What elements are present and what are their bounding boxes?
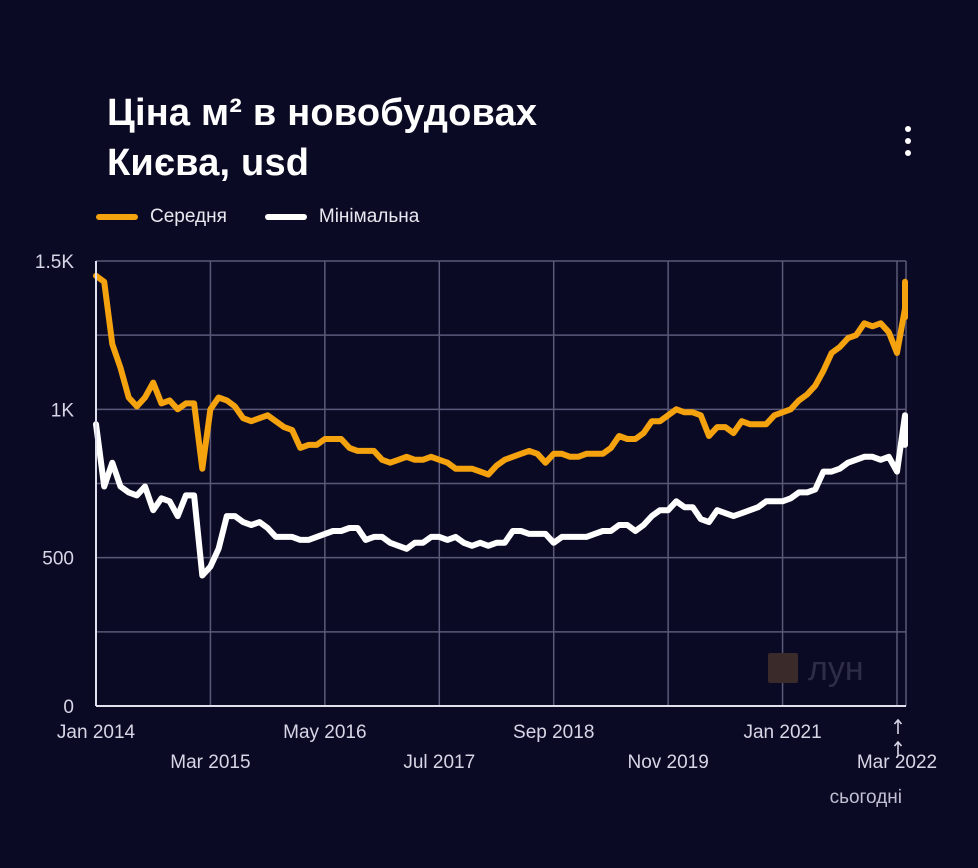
x-tick-label: Jan 2014 xyxy=(57,722,136,743)
chart-title-line-1: Ціна м² в новобудовах xyxy=(107,92,538,134)
x-tick-label: Mar 2022 xyxy=(857,752,937,773)
y-tick-label: 1K xyxy=(51,400,75,421)
legend-item-minimum[interactable]: Мінімальна xyxy=(264,206,420,228)
watermark-text: лун xyxy=(808,650,864,688)
today-marker-arrowhead xyxy=(893,740,903,747)
watermark-logo-icon xyxy=(768,653,798,683)
today-label: сьогодні xyxy=(830,787,902,808)
legend-swatch-minimum xyxy=(264,214,307,220)
more-vertical-icon[interactable] xyxy=(896,126,920,156)
legend-label-minimum: Мінімальна xyxy=(318,206,420,227)
x-tick-label: May 2016 xyxy=(283,722,366,743)
chart-title-line-2: Києва, usd xyxy=(107,142,310,184)
legend-item-average[interactable]: Середня xyxy=(96,206,227,228)
legend-label-average: Середня xyxy=(150,206,227,227)
today-marker-arrowhead xyxy=(893,718,903,725)
chart-legend: Середня Мінімальна xyxy=(96,206,419,228)
y-tick-label: 1.5K xyxy=(35,252,74,273)
x-tick-label: Mar 2015 xyxy=(170,752,250,773)
y-tick-label: 0 xyxy=(63,697,74,718)
chart-title: Ціна м² в новобудовах Києва, usd xyxy=(107,88,537,188)
series-line-minimum xyxy=(93,412,908,579)
y-tick-label: 500 xyxy=(42,549,74,570)
legend-swatch-average xyxy=(96,214,138,220)
series-line-average xyxy=(93,272,908,478)
x-tick-label: Sep 2018 xyxy=(513,722,594,743)
x-tick-label: Jan 2021 xyxy=(743,722,821,743)
x-tick-label: Jul 2017 xyxy=(403,752,475,773)
x-tick-label: Nov 2019 xyxy=(627,752,708,773)
